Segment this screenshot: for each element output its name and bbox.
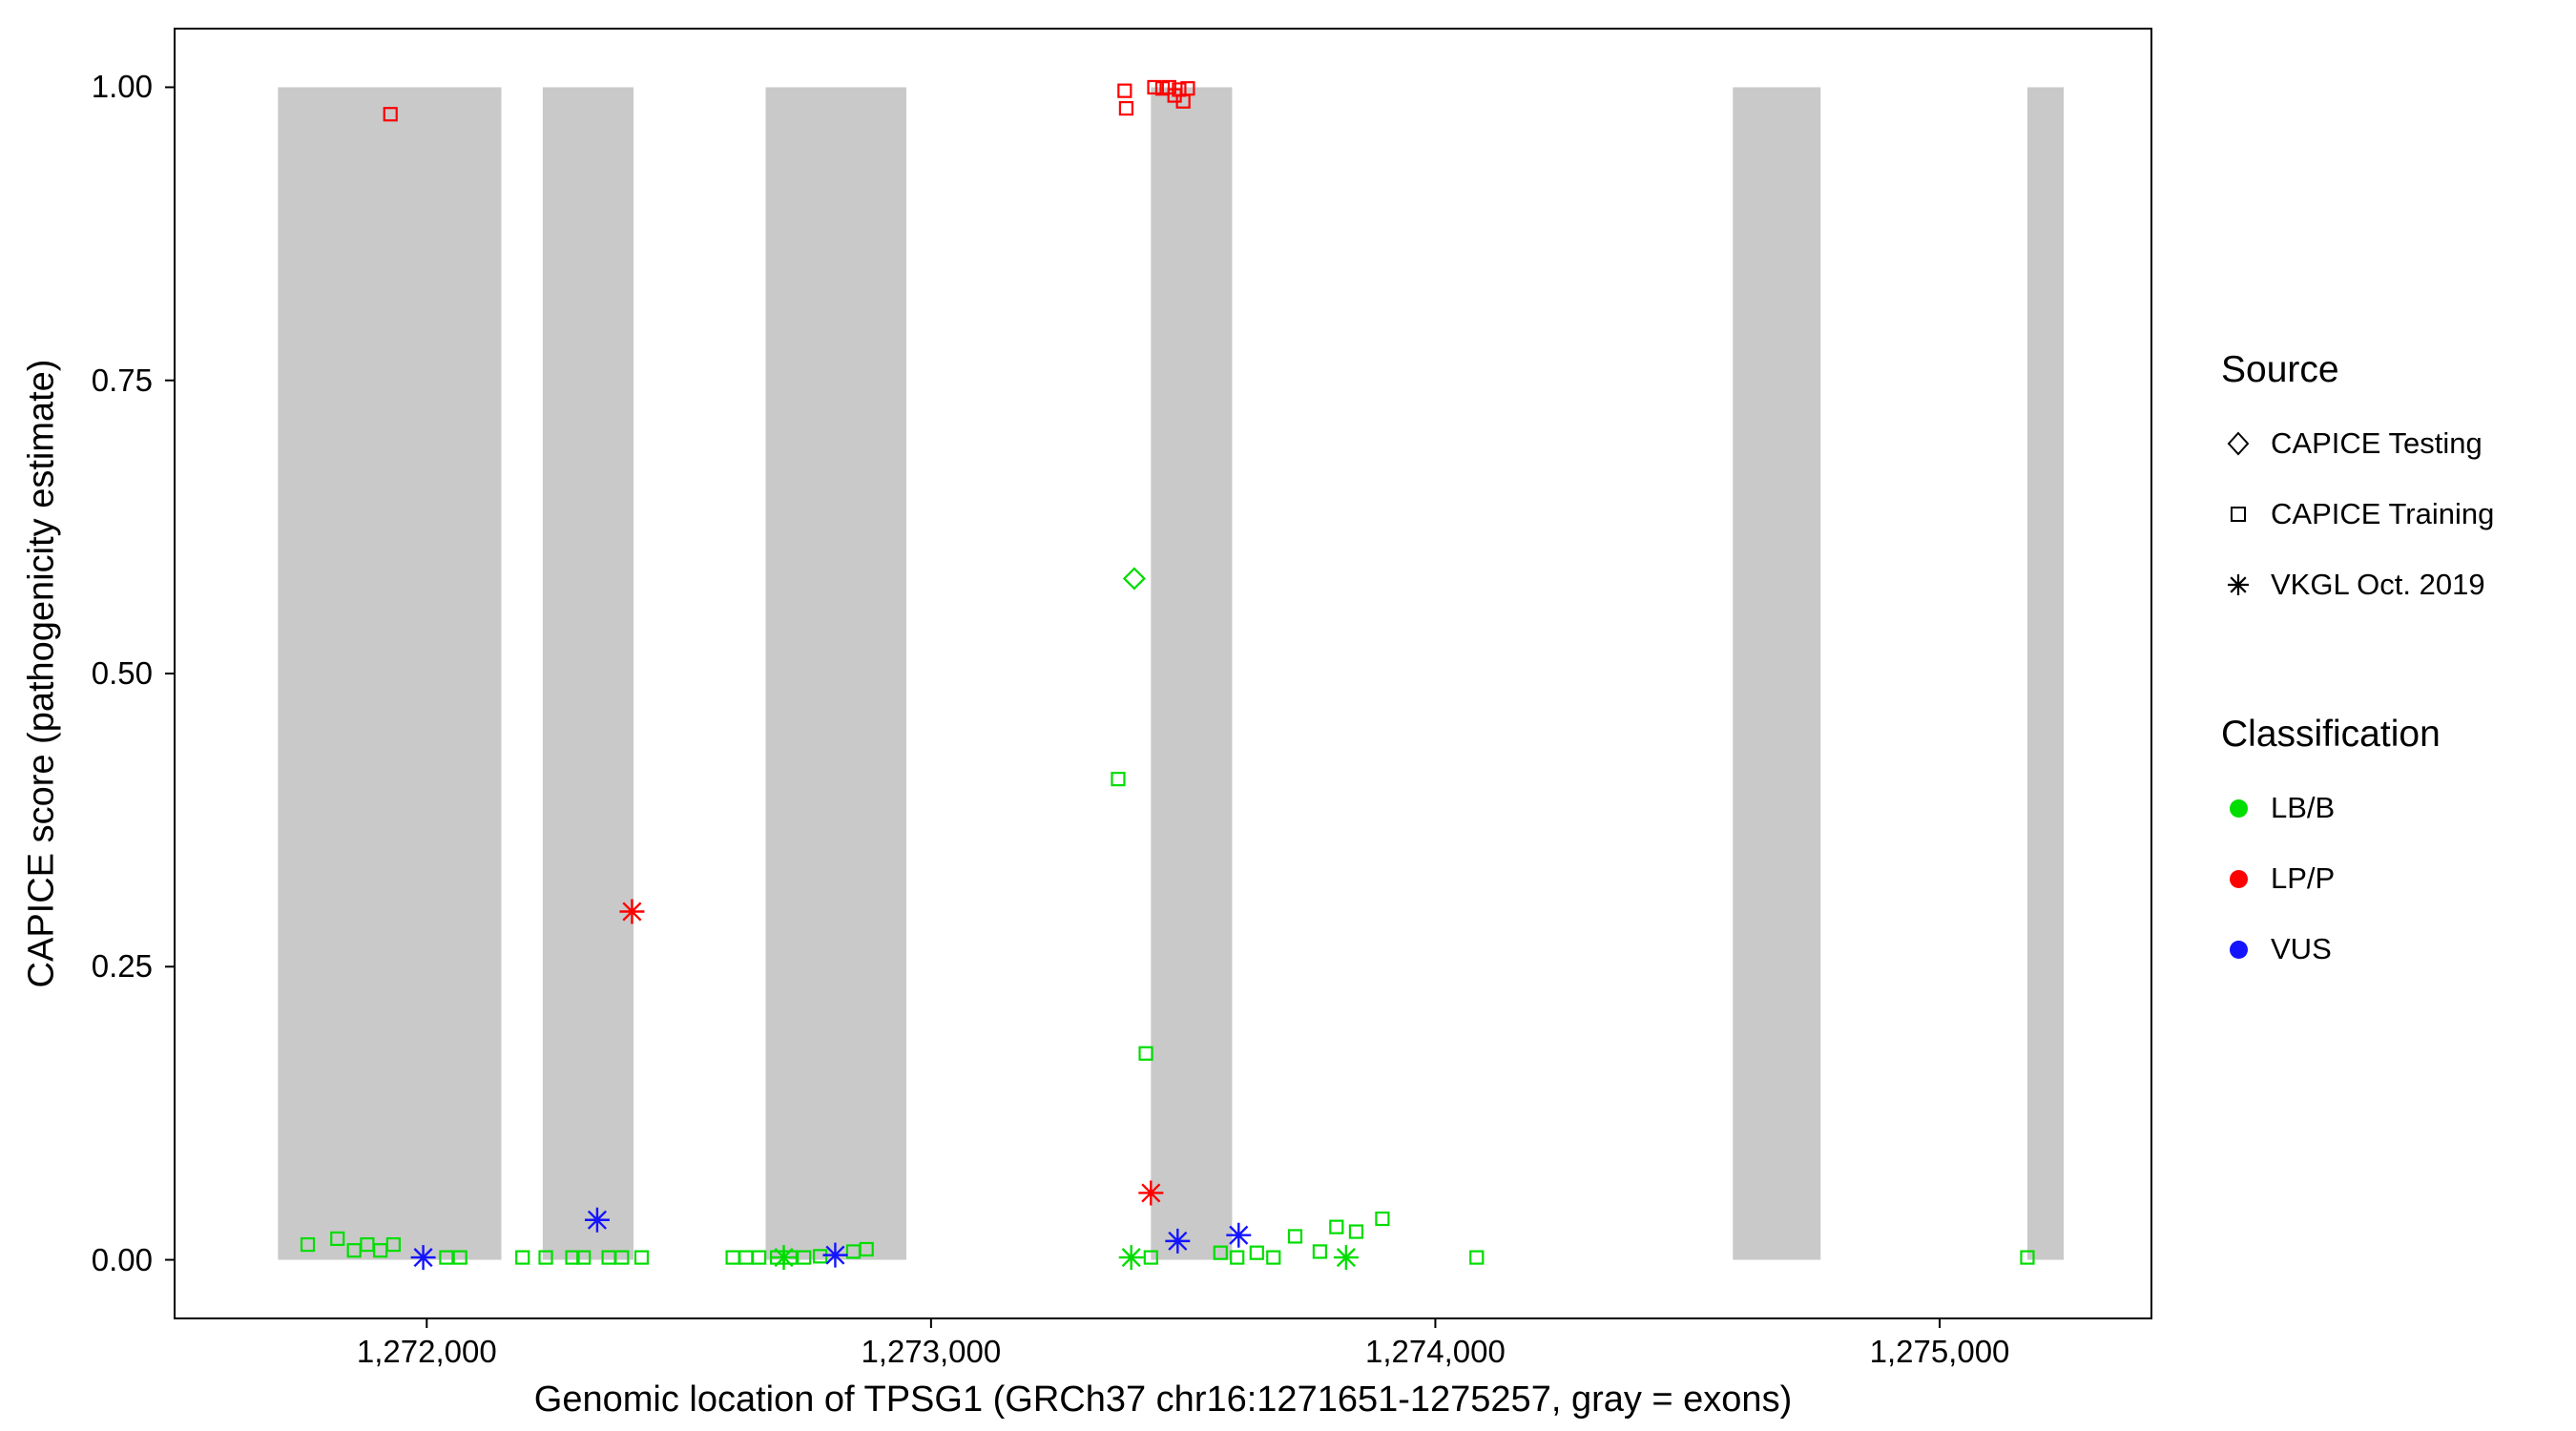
point-square	[859, 1241, 874, 1257]
point-square	[1111, 772, 1126, 787]
point-square	[634, 1250, 650, 1265]
point-square	[1469, 1250, 1485, 1265]
y-tick-label: 0.50	[91, 655, 153, 691]
point-square	[1266, 1250, 1281, 1265]
blue-dot-icon	[2221, 932, 2255, 966]
point-square	[797, 1250, 812, 1265]
legend-group-classification: Classification LB/B LP/P VUS	[2221, 713, 2565, 972]
square-icon	[2221, 497, 2255, 531]
point-square	[565, 1250, 580, 1265]
point-square	[300, 1236, 316, 1253]
legend-classification-title: Classification	[2221, 714, 2441, 755]
point-square	[439, 1250, 454, 1265]
exon-band	[1733, 87, 1821, 1260]
y-axis-title: CAPICE score (pathogenicity estimate)	[21, 359, 62, 988]
y-tick-label: 0.75	[91, 362, 153, 398]
point-square	[1117, 83, 1132, 98]
asterisk-icon	[2221, 568, 2255, 602]
legend-label: VUS	[2271, 932, 2332, 965]
x-axis-title: Genomic location of TPSG1 (GRCh37 chr16:…	[533, 1379, 1793, 1420]
point-square	[614, 1250, 630, 1265]
point-square	[1249, 1245, 1264, 1260]
point-square	[812, 1249, 828, 1264]
legend-item-vkgl: VKGL Oct. 2019	[2221, 562, 2565, 608]
point-square	[1213, 1245, 1228, 1260]
legend-item-vus: VUS	[2221, 926, 2565, 972]
legend-label: CAPICE Testing	[2271, 426, 2483, 460]
legend-group-source: Source CAPICE Testing CAPICE Training	[2221, 348, 2565, 608]
point-square	[738, 1250, 754, 1265]
point-square	[576, 1250, 592, 1265]
legend-label: LB/B	[2271, 791, 2336, 824]
point-square	[515, 1250, 530, 1265]
point-square	[725, 1250, 740, 1265]
point-square	[1230, 1250, 1245, 1265]
legend-item-capice-training: CAPICE Training	[2221, 491, 2565, 537]
legend-item-lbb: LB/B	[2221, 785, 2565, 831]
legend-item-capice-testing: CAPICE Testing	[2221, 421, 2565, 467]
point-square	[752, 1250, 767, 1265]
exon-band	[2026, 87, 2065, 1260]
point-square	[1118, 100, 1134, 116]
y-tick-label: 0.00	[91, 1241, 153, 1277]
point-square	[1329, 1219, 1344, 1234]
point-asterisk	[771, 1245, 797, 1271]
x-tick-label: 1,275,000	[1869, 1334, 2010, 1369]
legend-label: LP/P	[2271, 861, 2336, 895]
legend-source-title: Source	[2221, 349, 2339, 390]
point-square	[1138, 1046, 1153, 1061]
exon-band	[1151, 87, 1233, 1260]
point-square	[1287, 1229, 1303, 1244]
point-square	[385, 1236, 401, 1253]
point-square	[1348, 1224, 1364, 1239]
x-tick-label: 1,272,000	[356, 1334, 497, 1369]
exon-band	[542, 87, 634, 1260]
point-asterisk	[1138, 1180, 1164, 1206]
point-square	[2020, 1250, 2035, 1265]
point-asterisk	[1333, 1245, 1359, 1271]
point-asterisk	[1118, 1245, 1144, 1271]
y-tick-label: 0.25	[91, 948, 153, 985]
legend: Source CAPICE Testing CAPICE Training	[2221, 348, 2565, 997]
point-diamond	[1122, 567, 1146, 591]
point-square	[1147, 79, 1162, 95]
exon-band	[765, 87, 906, 1260]
point-square	[1375, 1211, 1390, 1227]
x-tick-label: 1,273,000	[861, 1334, 1002, 1369]
point-square	[452, 1250, 467, 1265]
legend-label: CAPICE Training	[2271, 497, 2495, 530]
point-asterisk	[1226, 1222, 1252, 1248]
point-square	[330, 1231, 345, 1247]
point-square	[538, 1250, 553, 1265]
legend-item-lpp: LP/P	[2221, 856, 2565, 902]
point-asterisk	[410, 1245, 436, 1271]
point-asterisk	[1165, 1228, 1191, 1254]
point-asterisk	[584, 1207, 610, 1233]
point-asterisk	[619, 899, 645, 924]
red-dot-icon	[2221, 861, 2255, 896]
point-square	[1312, 1244, 1327, 1259]
diamond-icon	[2221, 426, 2255, 461]
point-square	[1143, 1250, 1158, 1265]
point-square	[383, 107, 398, 122]
legend-label: VKGL Oct. 2019	[2271, 568, 2485, 601]
y-tick-label: 1.00	[91, 69, 153, 105]
point-square	[1180, 81, 1195, 96]
green-dot-icon	[2221, 791, 2255, 825]
x-tick-label: 1,274,000	[1365, 1334, 1506, 1369]
exon-band	[278, 87, 502, 1260]
point-asterisk	[822, 1242, 848, 1268]
